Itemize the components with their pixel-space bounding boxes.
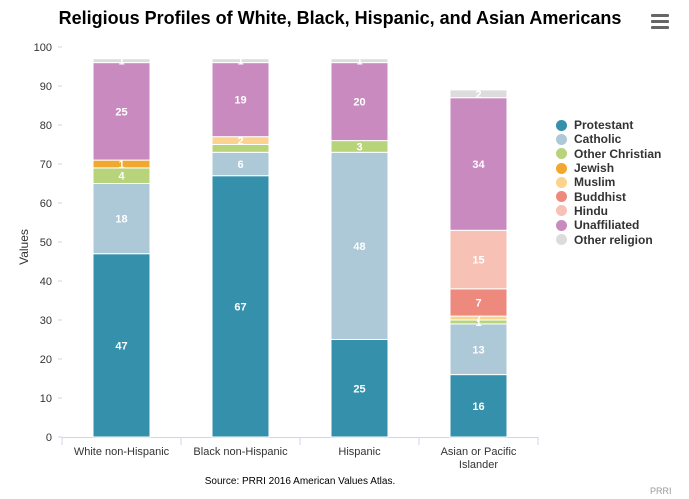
legend-marker-icon (556, 219, 567, 231)
legend-item[interactable]: Protestant (556, 118, 661, 132)
legend-label: Jewish (574, 161, 615, 176)
x-category-label: White non-Hispanic (74, 446, 170, 458)
legend-marker-icon (556, 133, 567, 145)
data-label: 47 (115, 340, 127, 352)
legend-marker-icon (556, 119, 567, 131)
legend-label: Unaffiliated (574, 218, 640, 233)
bar-segment[interactable] (449, 229, 508, 290)
data-label: 2 (237, 136, 243, 148)
legend-item[interactable]: Jewish (556, 161, 661, 175)
legend-item[interactable]: Other religion (556, 232, 661, 247)
bar-segment[interactable] (92, 253, 151, 438)
data-label: 1 (475, 317, 481, 329)
y-tick-label: 40 (40, 276, 52, 288)
data-label: 15 (472, 255, 484, 267)
data-label: 3 (356, 141, 362, 153)
data-label: 25 (353, 383, 365, 395)
bar-segment[interactable] (92, 183, 151, 255)
legend-marker-icon (556, 205, 567, 217)
bar-segment[interactable] (449, 323, 508, 376)
bar-segment[interactable] (330, 58, 389, 64)
bar-segment[interactable] (211, 175, 270, 438)
legend-label: Hindu (574, 203, 608, 218)
y-tick-label: 10 (40, 393, 52, 405)
legend-label: Catholic (574, 132, 622, 147)
y-tick-label: 90 (40, 81, 52, 93)
y-tick-label: 0 (46, 432, 52, 444)
legend-label: Other Christian (574, 146, 662, 161)
data-label: 1 (118, 56, 124, 68)
data-label: 25 (115, 106, 127, 118)
bar-segment[interactable] (330, 339, 389, 438)
data-label: 67 (234, 301, 246, 313)
legend-item[interactable]: Catholic (556, 132, 661, 146)
data-label: 7 (475, 297, 481, 309)
data-label: 1 (356, 56, 362, 68)
legend-label: Protestant (574, 118, 634, 133)
y-tick-label: 60 (40, 198, 52, 210)
legend-label: Other religion (574, 232, 653, 247)
legend-label: Buddhist (574, 189, 626, 204)
source-note: Source: PRRI 2016 American Values Atlas. (204, 476, 396, 487)
bar-segment[interactable] (211, 58, 270, 64)
bar-segment[interactable] (449, 97, 508, 231)
bar-segment[interactable] (330, 62, 389, 142)
chart-title: Religious Profiles of White, Black, Hisp… (58, 8, 622, 28)
y-axis-label: Values (17, 229, 31, 265)
data-label: 4 (118, 171, 125, 183)
data-label: 6 (237, 159, 243, 171)
bar-segment[interactable] (330, 151, 389, 340)
hamburger-menu-icon[interactable] (651, 14, 669, 30)
legend-marker-icon (556, 148, 567, 160)
legend-marker-icon (556, 191, 567, 203)
data-label: 48 (353, 241, 365, 253)
data-label: 20 (353, 97, 365, 109)
y-tick-label: 20 (40, 354, 52, 366)
bar-segment[interactable] (92, 62, 151, 161)
legend-item[interactable]: Other Christian (556, 147, 661, 161)
data-label: 13 (472, 344, 484, 356)
bar-segment[interactable] (92, 58, 151, 64)
x-category-label: Hispanic (338, 446, 381, 458)
bar-segment[interactable] (449, 89, 508, 99)
legend-item[interactable]: Hindu (556, 204, 661, 218)
y-tick-label: 70 (40, 159, 52, 171)
bar-segment[interactable] (449, 288, 508, 317)
y-tick-label: 80 (40, 120, 52, 132)
data-label: 19 (234, 95, 246, 107)
data-label: 2 (475, 89, 481, 101)
legend-item[interactable]: Muslim (556, 175, 661, 189)
data-label: 7 (475, 313, 481, 325)
data-label: 18 (115, 214, 127, 226)
legend-label: Muslim (574, 175, 616, 190)
bar-segment[interactable] (211, 62, 270, 138)
bar-segment[interactable] (449, 374, 508, 438)
y-tick-label: 100 (34, 42, 52, 54)
legend-marker-icon (556, 234, 567, 246)
x-category-label: Asian or Pacific Islander (441, 446, 517, 471)
data-label: 16 (472, 401, 484, 413)
data-label: 1 (237, 56, 243, 68)
legend-item[interactable]: Buddhist (556, 189, 661, 204)
data-label: 34 (472, 159, 485, 171)
data-label: 1 (118, 159, 124, 171)
legend-item[interactable]: Unaffiliated (556, 218, 661, 232)
credit-label: PRRI (650, 486, 672, 496)
y-tick-label: 50 (40, 237, 52, 249)
x-category-label: Black non-Hispanic (193, 446, 288, 458)
legend-marker-icon (556, 162, 567, 174)
legend: Protestant Catholic Other Christian Jewish M… (556, 118, 661, 247)
legend-marker-icon (556, 176, 567, 188)
y-tick-label: 30 (40, 315, 52, 327)
